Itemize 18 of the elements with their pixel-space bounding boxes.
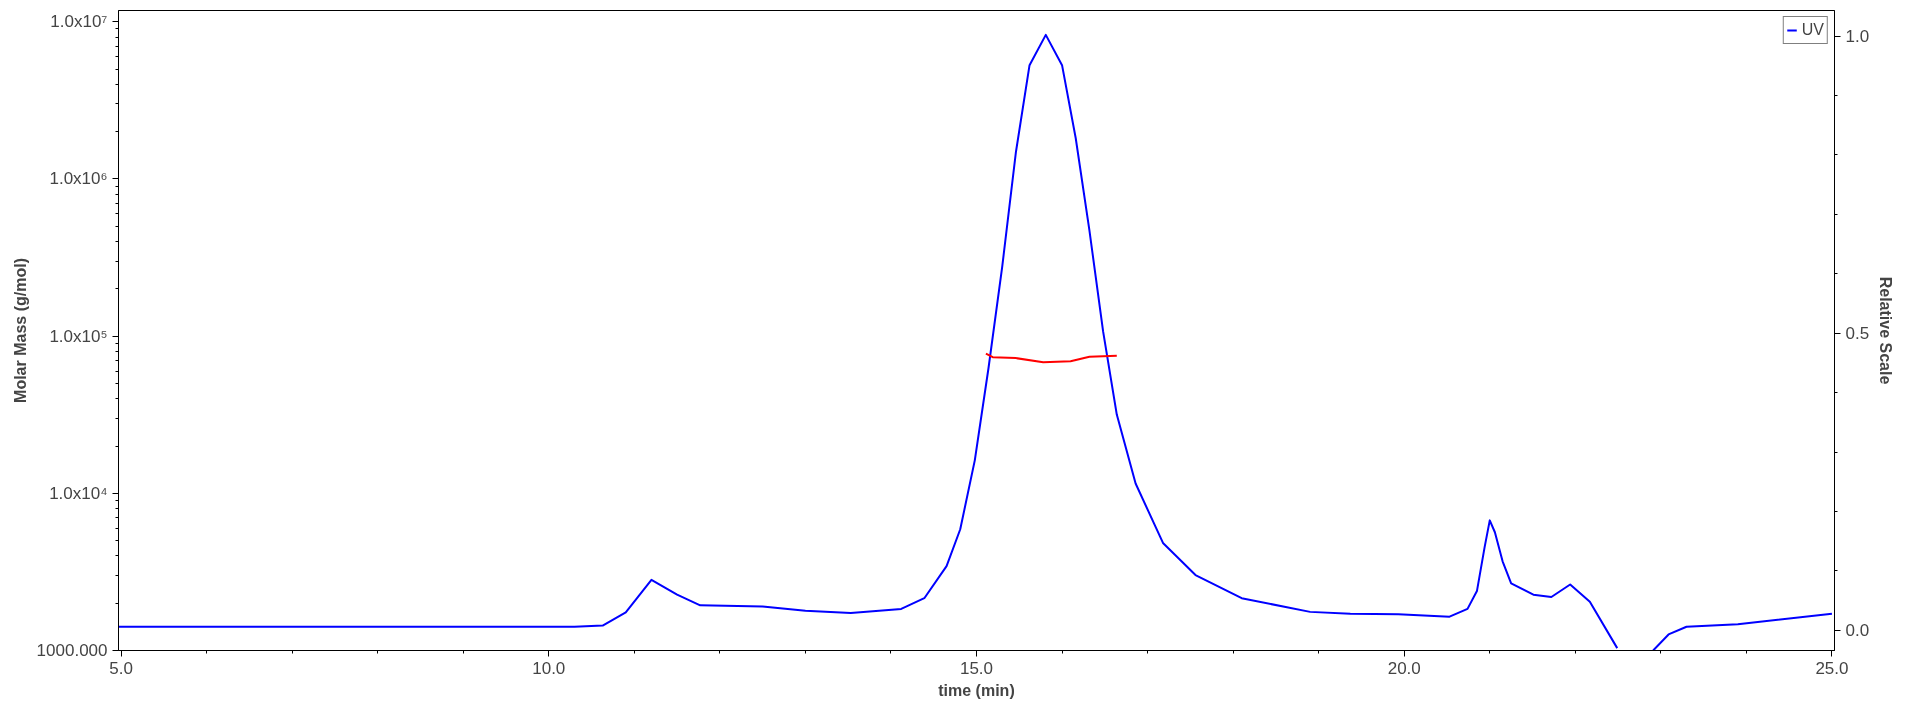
x-tick-label: 5.0 — [109, 658, 133, 678]
y-tick-label: 1000.000 — [36, 641, 108, 660]
y-axis-title: Molar Mass (g/mol) — [11, 258, 29, 403]
x-tick-label: 20.0 — [1387, 658, 1421, 678]
y-tick-label: 1.0x10⁵ — [49, 326, 108, 346]
y-tick-label: 1.0x10⁷ — [50, 12, 108, 32]
y2-axis-title: Relative Scale — [1877, 276, 1895, 385]
legend-label: UV — [1801, 21, 1824, 39]
x-tick-label: 25.0 — [1815, 658, 1849, 678]
x-tick-label: 15.0 — [959, 658, 994, 678]
y-tick-label: 1.0x10⁴ — [49, 483, 108, 503]
y-tick-label: 1.0x10⁶ — [49, 169, 108, 189]
x-tick-label: 10.0 — [532, 658, 566, 678]
x-axis-title: time (min) — [938, 681, 1015, 699]
line-series — [984, 352, 1118, 364]
y2-tick-label: 0.5 — [1845, 324, 1870, 344]
y2-tick-label: 1.0 — [1845, 27, 1870, 47]
y2-tick-label: 0.0 — [1845, 621, 1870, 641]
